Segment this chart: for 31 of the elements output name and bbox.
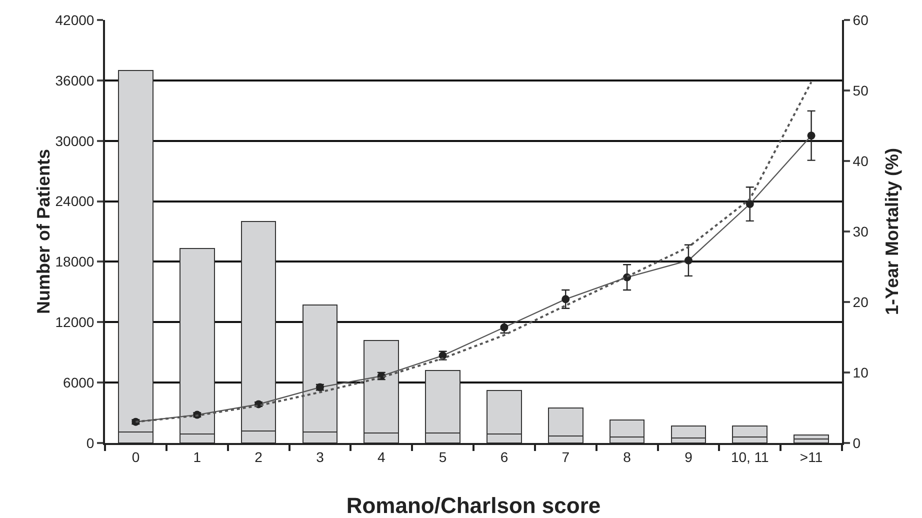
y-tick-label: 30000: [55, 132, 94, 149]
y2-tick-label: 50: [852, 82, 869, 98]
y-tick-label: 18000: [55, 254, 94, 270]
y-tick-label: 12000: [55, 314, 94, 330]
x-tick-label: 10, 11: [730, 448, 770, 465]
y2-tick-label: 20: [852, 294, 869, 310]
y-axis-title: Number of Patients: [33, 148, 54, 314]
y2-tick-label: 10: [852, 364, 869, 380]
y2-tick-label: 40: [852, 152, 869, 169]
x-tick-label: 9: [684, 448, 693, 465]
x-tick-label: 4: [377, 448, 386, 465]
y-tick-label: 42000: [55, 12, 94, 28]
x-tick-label: >11: [800, 448, 823, 465]
y-tick-label: 24000: [55, 193, 94, 210]
y2-tick-label: 0: [852, 434, 861, 451]
x-tick-label: 1: [193, 448, 202, 465]
y2-axis-title: 1-Year Mortality (%): [882, 148, 902, 316]
x-axis-title: Romano/Charlson score: [346, 493, 601, 518]
x-tick-label: 0: [132, 448, 140, 465]
y2-tick-label: 30: [852, 223, 869, 240]
x-tick-label: 3: [316, 448, 324, 465]
x-tick-label: 5: [438, 448, 447, 465]
bar: [794, 434, 829, 440]
x-tick-label: 2: [254, 448, 263, 465]
x-tick-label: 6: [500, 448, 508, 465]
x-tick-label: 7: [562, 448, 570, 465]
y-tick-label: 36000: [55, 72, 94, 88]
y-tick-label: 0: [86, 434, 94, 451]
y2-tick-label: 60: [852, 12, 869, 28]
x-tick-label: 8: [623, 448, 632, 465]
y-tick-label: 6000: [63, 374, 94, 390]
